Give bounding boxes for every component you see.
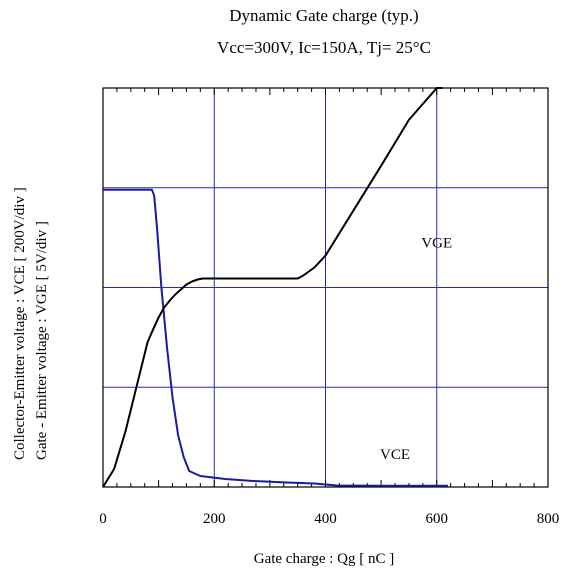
- x-tick-label: 800: [537, 511, 560, 527]
- x-tick-label: 200: [203, 511, 226, 527]
- x-tick-label: 400: [314, 511, 337, 527]
- plot-frame: [102, 87, 549, 488]
- x-tick-label: 600: [426, 511, 449, 527]
- chart-subtitle: Vcc=300V, Ic=150A, Tj= 25°C: [217, 38, 431, 57]
- series-line-vge: [102, 87, 443, 488]
- series-line-vce: [103, 188, 448, 487]
- x-axis-label: Gate charge : Qg [ nC ]: [253, 551, 395, 567]
- series-annotation-vce: VCE: [380, 447, 410, 463]
- chart-title: Dynamic Gate charge (typ.): [229, 6, 419, 25]
- series-annotation-vge: VGE: [421, 236, 452, 252]
- x-tick-label: 0: [99, 511, 107, 527]
